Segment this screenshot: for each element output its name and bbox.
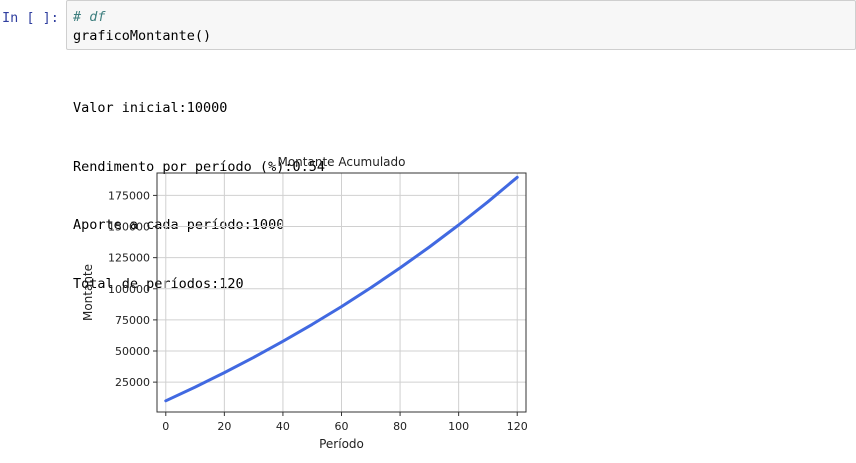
series-line <box>164 175 519 403</box>
code-comment: # df <box>73 9 106 25</box>
x-tick-label: 20 <box>217 420 231 433</box>
output-line-valor-inicial: Valor inicial:10000 <box>73 100 228 116</box>
x-tick-label: 80 <box>393 420 407 433</box>
y-tick-label: 125000 <box>108 252 150 265</box>
x-tick-label: 40 <box>276 420 290 433</box>
chart-title: Montante Acumulado <box>277 155 405 169</box>
x-tick-label: 60 <box>335 420 349 433</box>
x-tick-label: 100 <box>448 420 469 433</box>
x-axis-label: Período <box>319 437 364 451</box>
output-line-rendimento: Rendimento por período (%):0.54 <box>73 158 325 175</box>
output-line-aporte: Aporte a cada período:1000 <box>73 217 285 233</box>
y-tick-label: 175000 <box>108 189 150 202</box>
y-tick-label: 50000 <box>115 345 150 358</box>
input-prompt: In [ ]: <box>2 10 59 26</box>
x-tick-label: 120 <box>507 420 528 433</box>
y-tick-label: 25000 <box>115 376 150 389</box>
y-tick-label: 150000 <box>108 221 150 234</box>
output-text: Valor inicial:10000 Rendimento por perío… <box>73 60 325 333</box>
x-tick-label: 0 <box>162 420 169 433</box>
code-line: graficoMontante() <box>73 28 212 44</box>
code-input-area[interactable]: # df graficoMontante() <box>66 0 856 50</box>
y-tick-label: 100000 <box>108 283 150 296</box>
output-line-total-periodos: Total de períodos:120 <box>73 275 244 292</box>
y-axis-label: Montante <box>81 264 95 321</box>
y-tick-label: 75000 <box>115 314 150 327</box>
